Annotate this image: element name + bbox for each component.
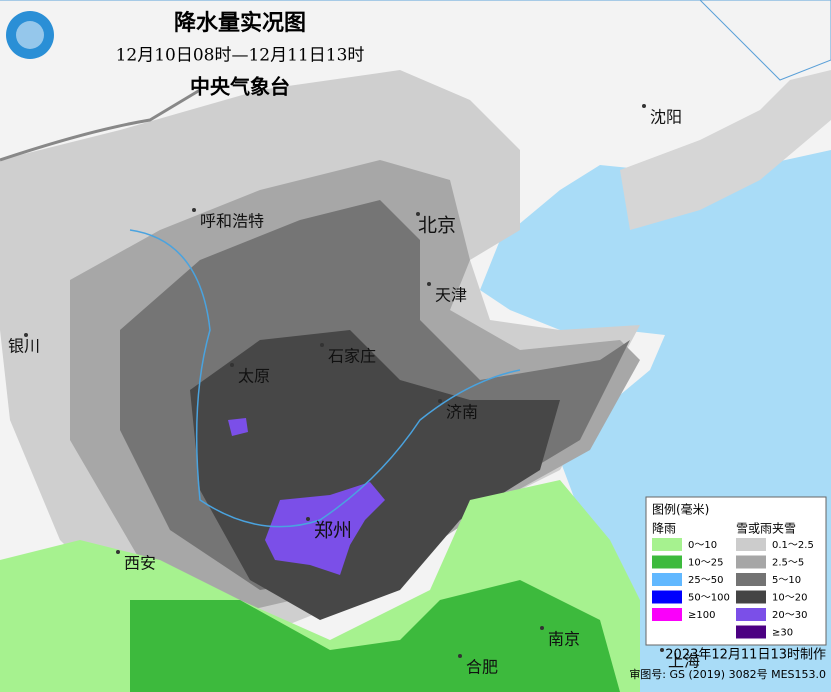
approval: 审图号: GS (2019) 3082号 MES153.0 — [629, 667, 826, 681]
legend-label: 50～100 — [688, 593, 730, 604]
legend-swatch — [652, 590, 682, 604]
city-label: 南京 — [548, 630, 580, 649]
legend-label: 10～25 — [688, 558, 723, 569]
city-label-major: 北京 — [418, 215, 456, 237]
city-dot — [642, 104, 646, 108]
legend-label: ≥100 — [688, 610, 715, 621]
legend-rain-heading: 降雨 — [652, 522, 676, 536]
legend-label: ≥30 — [772, 628, 793, 639]
city-dot — [458, 654, 462, 658]
legend-swatch — [736, 590, 766, 604]
city-dot — [230, 363, 234, 367]
title: 降水量实况图 — [174, 10, 306, 36]
legend-label: 0～10 — [688, 540, 717, 551]
logo-inner — [16, 21, 44, 49]
legend-swatch — [652, 555, 682, 569]
city-label: 西安 — [124, 554, 156, 573]
city-dot — [306, 517, 310, 521]
period: 12月10日08时—12月11日13时 — [116, 46, 365, 66]
legend-box — [645, 496, 827, 646]
legend-swatch — [652, 573, 682, 586]
legend: 图例(毫米) 降雨 雪或雨夹雪 0～10 10～25 25～50 50～100 ≥100 0.1… — [645, 496, 827, 646]
legend-label: 10～20 — [772, 593, 807, 604]
city-dot — [427, 282, 431, 286]
agency: 中央气象台 — [190, 75, 290, 99]
legend-label: 20～30 — [772, 610, 807, 621]
city-label: 合肥 — [466, 658, 498, 677]
city-label: 呼和浩特 — [200, 212, 264, 231]
legend-swatch — [736, 573, 766, 586]
city-dot — [416, 212, 420, 216]
rain-moderate — [130, 580, 620, 692]
legend-swatch — [736, 555, 766, 569]
snow-20-30 — [265, 482, 385, 575]
legend-swatch — [736, 608, 766, 621]
city-label: 银川 — [8, 337, 40, 356]
legend-title: 图例(毫米) — [652, 502, 709, 517]
snow-light-ne — [620, 70, 831, 230]
legend-swatch — [736, 625, 766, 639]
legend-swatch — [652, 538, 682, 551]
city-label: 沈阳 — [650, 108, 682, 127]
city-dot — [24, 333, 28, 337]
city-dot — [116, 550, 120, 554]
legend-label: 5～10 — [772, 575, 801, 586]
city-dot — [540, 626, 544, 630]
legend-swatch — [736, 538, 766, 551]
city-dot — [320, 343, 324, 347]
border — [0, 88, 201, 162]
city-label: 太原 — [238, 367, 270, 386]
city-dot — [192, 208, 196, 212]
snow-20-30 — [228, 418, 248, 436]
legend-label: 25～50 — [688, 575, 723, 586]
made-time: 2023年12月11日13时制作 — [665, 648, 826, 663]
legend-label: 0.1～2.5 — [772, 540, 814, 551]
city-dot — [660, 648, 664, 652]
river — [0, 0, 831, 81]
city-label-major: 郑州 — [314, 520, 352, 542]
city-dot — [438, 399, 442, 403]
city-label: 天津 — [435, 286, 467, 305]
legend-swatch — [652, 608, 682, 621]
city-label: 上海 — [668, 652, 700, 671]
legend-label: 2.5～5 — [772, 558, 804, 569]
legend-snow-heading: 雪或雨夹雪 — [736, 522, 796, 536]
yellow-river — [129, 229, 521, 528]
city-label: 石家庄 — [328, 347, 376, 366]
city-label: 济南 — [446, 403, 478, 422]
